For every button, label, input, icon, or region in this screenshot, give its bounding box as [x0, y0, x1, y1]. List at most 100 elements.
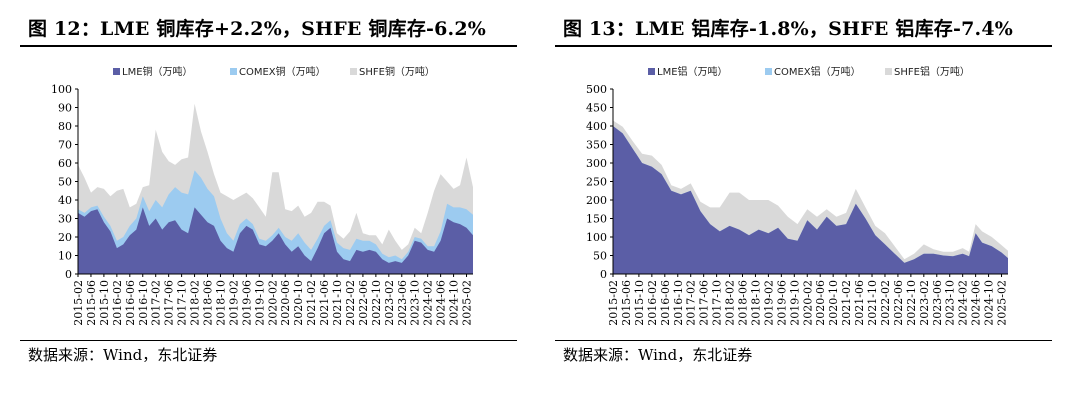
y-tick-label: 150: [586, 213, 607, 226]
figure-aluminum-inventory: 图 13：LME 铝库存-1.8%，SHFE 铝库存-7.4% 0 50 100 15…: [555, 0, 1055, 413]
x-tick-label: 2024-02: [422, 280, 435, 326]
y-tick-label: 10: [58, 250, 72, 263]
legend-label-shfe: SHFE铜（万吨）: [359, 65, 435, 78]
x-tick-label: 2015-10: [98, 280, 111, 326]
x-tick-label: 2016-02: [646, 280, 659, 326]
legend-swatch-lme: [113, 68, 120, 75]
x-tick-label: 2019-10: [788, 280, 801, 326]
x-tick-label: 2016-06: [124, 280, 137, 326]
y-tick-label: 20: [58, 231, 72, 244]
y-tick-label: 300: [586, 157, 607, 170]
legend-label-comex: COMEX铜（万吨）: [239, 65, 326, 78]
area-lme: [78, 207, 473, 274]
x-tick-label: 2021-06: [853, 280, 866, 326]
title-rule: [555, 45, 1052, 47]
x-tick-label: 2024-10: [448, 280, 461, 326]
y-tick-label: 100: [51, 83, 72, 96]
x-tick-label: 2023-06: [931, 280, 944, 326]
x-tick-label: 2018-02: [724, 280, 737, 326]
x-tick-label: 2021-10: [331, 280, 344, 326]
x-tick-label: 2023-06: [396, 280, 409, 326]
y-tick-label: 80: [58, 120, 72, 133]
x-tick-label: 2023-10: [944, 280, 957, 326]
x-tick-label: 2021-06: [318, 280, 331, 326]
x-tick-label: 2024-06: [970, 280, 983, 326]
x-tick-label: 2017-02: [150, 280, 163, 326]
x-tick-label: 2015-02: [607, 280, 620, 326]
y-tick-label: 250: [586, 176, 607, 189]
x-tick-label: 2023-02: [383, 280, 396, 326]
x-tick-label: 2023-02: [918, 280, 931, 326]
legend-label-shfe: SHFE铝（万吨）: [894, 65, 970, 78]
x-tick-label: 2020-06: [814, 280, 827, 326]
y-tick-label: 90: [58, 102, 72, 115]
legend-swatch-shfe: [885, 68, 892, 75]
y-tick-label: 400: [586, 120, 607, 133]
x-tick-label: 2020-02: [266, 280, 279, 326]
x-tick-label: 2017-10: [176, 280, 189, 326]
y-tick-label: 100: [586, 231, 607, 244]
figure-copper-inventory: 图 12：LME 铜库存+2.2%，SHFE 铜库存-6.2% 0 10 20 30 4…: [20, 0, 520, 413]
y-tick-label: 70: [58, 139, 72, 152]
x-tick-label: 2018-10: [214, 280, 227, 326]
x-tick-label: 2018-10: [749, 280, 762, 326]
x-tick-label: 2017-06: [163, 280, 176, 326]
title-rule: [20, 45, 517, 47]
y-tick-label: 50: [58, 176, 72, 189]
x-tick-label: 2015-10: [633, 280, 646, 326]
x-tick-label: 2024-02: [957, 280, 970, 326]
x-tick-label: 2022-10: [370, 280, 383, 326]
x-tick-label: 2017-10: [711, 280, 724, 326]
y-tick-label: 450: [586, 102, 607, 115]
x-tick-label: 2015-02: [72, 280, 85, 326]
x-tick-label: 2020-02: [801, 280, 814, 326]
source-rule: [20, 340, 517, 341]
x-tick-label: 2019-02: [227, 280, 240, 326]
x-tick-label: 2019-02: [762, 280, 775, 326]
x-tick-label: 2018-06: [202, 280, 215, 326]
y-tick-label: 350: [586, 139, 607, 152]
legend-swatch-comex: [230, 68, 237, 75]
x-tick-label: 2019-06: [775, 280, 788, 326]
y-tick-label: 0: [65, 268, 72, 281]
x-tick-label: 2022-02: [344, 280, 357, 326]
legend-label-lme: LME铝（万吨）: [657, 65, 728, 78]
legend-swatch-lme: [648, 68, 655, 75]
y-tick-label: 40: [58, 194, 72, 207]
y-tick-label: 50: [593, 250, 607, 263]
figure-title: 图 12：LME 铜库存+2.2%，SHFE 铜库存-6.2%: [28, 18, 487, 40]
x-tick-label: 2021-02: [840, 280, 853, 326]
x-tick-label: 2023-10: [409, 280, 422, 326]
x-tick-label: 2022-06: [892, 280, 905, 326]
y-tick-label: 60: [58, 157, 72, 170]
x-tick-label: 2018-06: [737, 280, 750, 326]
x-tick-label: 2022-10: [905, 280, 918, 326]
source-rule: [555, 340, 1052, 341]
x-tick-label: 2017-02: [685, 280, 698, 326]
figure-title: 图 13：LME 铝库存-1.8%，SHFE 铝库存-7.4%: [563, 18, 1013, 40]
area-lme: [613, 126, 1008, 274]
x-tick-label: 2015-06: [620, 280, 633, 326]
x-tick-label: 2021-02: [305, 280, 318, 326]
legend-swatch-shfe: [350, 68, 357, 75]
x-tick-label: 2015-06: [85, 280, 98, 326]
x-tick-label: 2025-02: [996, 280, 1009, 326]
copper-chart: 0 10 20 30 40 50 60 70 80 90 100 2015-02 2015-06 2015…: [51, 65, 474, 326]
source-note: 数据来源：Wind，东北证券: [28, 346, 218, 364]
x-tick-label: 2020-10: [292, 280, 305, 326]
y-tick-label: 500: [586, 83, 607, 96]
x-tick-label: 2017-06: [698, 280, 711, 326]
y-tick-label: 200: [586, 194, 607, 207]
legend-label-comex: COMEX铝（万吨）: [774, 65, 861, 78]
y-tick-label: 0: [600, 268, 607, 281]
x-tick-label: 2020-06: [279, 280, 292, 326]
x-tick-label: 2016-02: [111, 280, 124, 326]
x-tick-label: 2021-10: [866, 280, 879, 326]
x-tick-label: 2024-06: [435, 280, 448, 326]
x-tick-label: 2022-06: [357, 280, 370, 326]
legend-swatch-comex: [765, 68, 772, 75]
source-note: 数据来源：Wind，东北证券: [563, 346, 753, 364]
x-tick-label: 2019-06: [240, 280, 253, 326]
x-tick-label: 2020-10: [827, 280, 840, 326]
